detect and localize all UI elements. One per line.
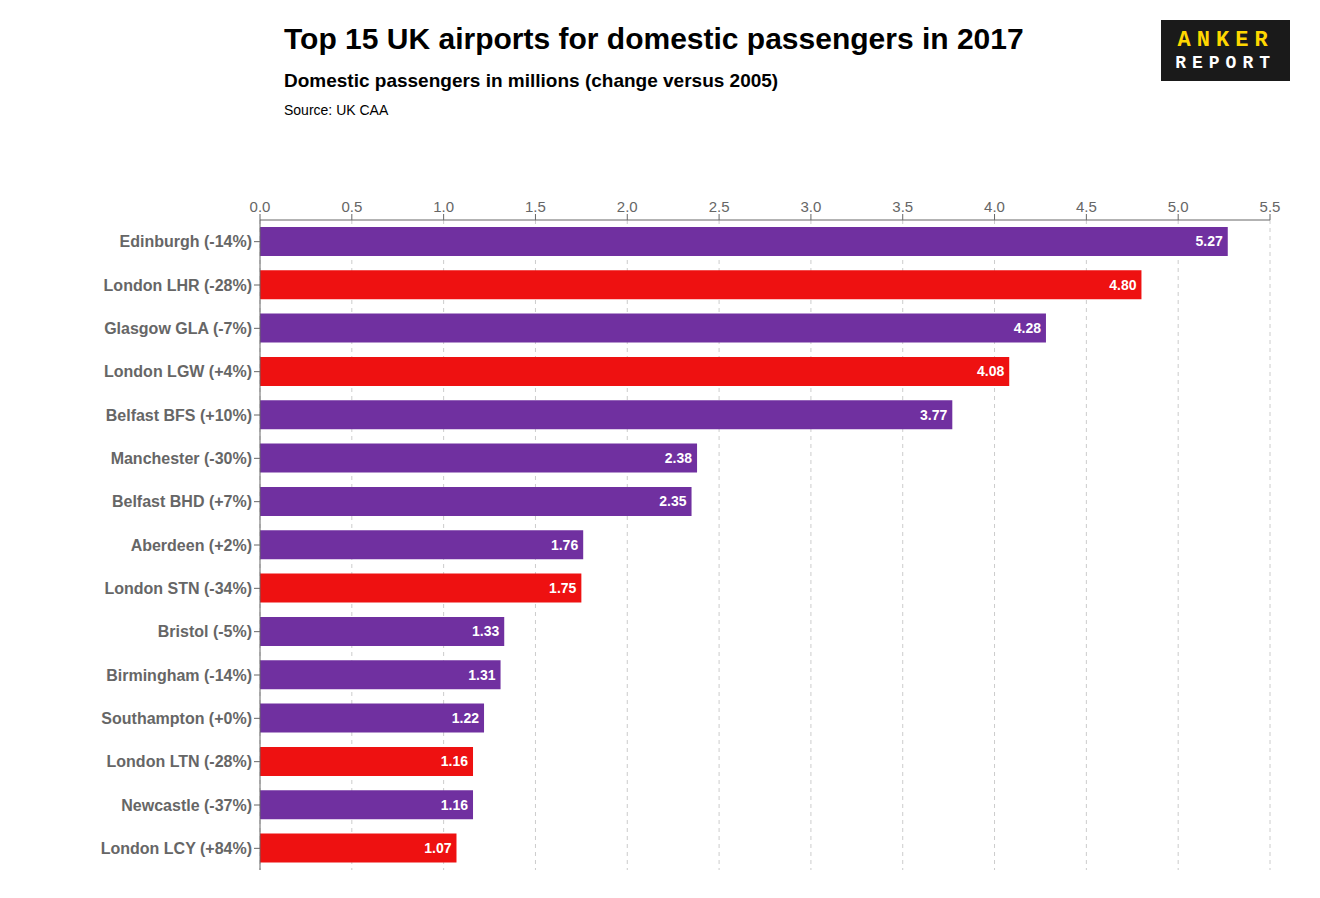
svg-text:0.5: 0.5 (341, 198, 362, 215)
svg-text:1.31: 1.31 (468, 667, 495, 683)
svg-text:2.35: 2.35 (659, 493, 686, 509)
svg-text:London LTN (-28%): London LTN (-28%) (107, 753, 252, 770)
svg-text:Belfast BFS (+10%): Belfast BFS (+10%) (106, 407, 252, 424)
svg-text:2.38: 2.38 (665, 450, 692, 466)
html-text:Top 15 UK airports for domesti: Top 15 UK airports for domestic passenge… (284, 22, 1024, 55)
html-text:ANKER: ANKER (1177, 28, 1274, 53)
svg-text:Edinburgh (-14%): Edinburgh (-14%) (120, 233, 252, 250)
svg-text:1.22: 1.22 (452, 710, 479, 726)
svg-text:Bristol (-5%): Bristol (-5%) (158, 623, 252, 640)
svg-text:2.0: 2.0 (617, 198, 638, 215)
svg-text:4.5: 4.5 (1076, 198, 1097, 215)
svg-text:3.0: 3.0 (800, 198, 821, 215)
svg-text:Glasgow GLA (-7%): Glasgow GLA (-7%) (104, 320, 252, 337)
svg-text:London LHR (-28%): London LHR (-28%) (104, 277, 252, 294)
svg-text:London STN (-34%): London STN (-34%) (104, 580, 252, 597)
svg-text:1.76: 1.76 (551, 537, 578, 553)
svg-text:1.0: 1.0 (433, 198, 454, 215)
svg-text:Manchester (-30%): Manchester (-30%) (111, 450, 252, 467)
svg-text:1.75: 1.75 (549, 580, 576, 596)
html-text:Domestic passengers in million: Domestic passengers in millions (change … (284, 70, 779, 91)
svg-text:1.5: 1.5 (525, 198, 546, 215)
svg-text:5.27: 5.27 (1196, 233, 1223, 249)
svg-text:Newcastle (-37%): Newcastle (-37%) (121, 797, 252, 814)
svg-text:3.5: 3.5 (892, 198, 913, 215)
svg-text:Belfast BHD (+7%): Belfast BHD (+7%) (112, 493, 252, 510)
svg-text:5.0: 5.0 (1168, 198, 1189, 215)
svg-text:1.16: 1.16 (441, 797, 468, 813)
svg-text:5.5: 5.5 (1260, 198, 1281, 215)
svg-text:1.07: 1.07 (424, 840, 451, 856)
svg-text:London LCY (+84%): London LCY (+84%) (101, 840, 252, 857)
svg-text:2.5: 2.5 (709, 198, 730, 215)
html-text:REPORT: REPORT (1175, 53, 1276, 73)
svg-text:4.08: 4.08 (977, 363, 1004, 379)
svg-text:4.80: 4.80 (1109, 277, 1136, 293)
svg-text:Aberdeen (+2%): Aberdeen (+2%) (131, 537, 252, 554)
svg-text:Southampton (+0%): Southampton (+0%) (101, 710, 252, 727)
svg-text:4.0: 4.0 (984, 198, 1005, 215)
svg-text:3.77: 3.77 (920, 407, 947, 423)
svg-text:Birmingham (-14%): Birmingham (-14%) (106, 667, 252, 684)
svg-text:1.16: 1.16 (441, 753, 468, 769)
svg-text:1.33: 1.33 (472, 623, 499, 639)
svg-text:0.0: 0.0 (250, 198, 271, 215)
html-text:Source: UK CAA: Source: UK CAA (284, 102, 389, 118)
svg-text:London LGW (+4%): London LGW (+4%) (104, 363, 252, 380)
svg-text:4.28: 4.28 (1014, 320, 1041, 336)
